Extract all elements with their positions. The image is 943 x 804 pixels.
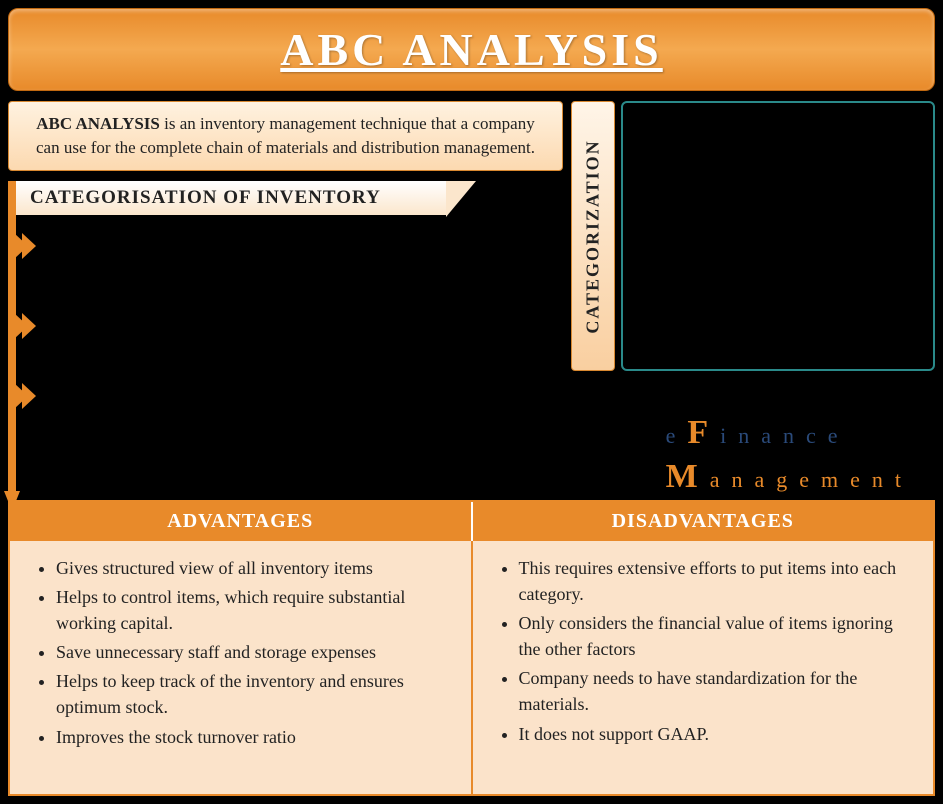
chevron-icon (14, 383, 40, 409)
advantages-header: ADVANTAGES (10, 502, 473, 541)
advantages-disadvantages-table: ADVANTAGES DISADVANTAGES Gives structure… (8, 500, 935, 796)
definition-prefix: ABC ANALYSIS (36, 114, 160, 133)
list-item: Helps to control items, which require su… (56, 584, 443, 636)
infographic-page: ABC ANALYSIS ABC ANALYSIS is an inventor… (0, 0, 943, 804)
table-header-row: ADVANTAGES DISADVANTAGES (10, 502, 933, 541)
categorisation-body (8, 215, 563, 491)
categorization-panel (621, 101, 935, 371)
categorisation-header: CATEGORISATION OF INVENTORY (16, 181, 446, 215)
list-item: Improves the stock turnover ratio (56, 724, 443, 750)
list-item: Gives structured view of all inventory i… (56, 555, 443, 581)
left-column: ABC ANALYSIS is an inventory management … (8, 101, 563, 491)
categorisation-header-row: CATEGORISATION OF INVENTORY (8, 181, 563, 215)
brand-line-2: Management (666, 458, 913, 496)
chevron-icon (14, 233, 40, 259)
list-item: Only considers the financial value of it… (519, 610, 906, 662)
brand-logo: eFinance Management (666, 408, 913, 502)
brand-finance: inance (720, 423, 849, 448)
brand-f: F (687, 414, 720, 451)
brand-line-1: eFinance (666, 414, 913, 452)
advantages-list: Gives structured view of all inventory i… (38, 555, 443, 750)
advantages-cell: Gives structured view of all inventory i… (10, 541, 473, 794)
list-item: It does not support GAAP. (519, 721, 906, 747)
brand-e: e (666, 423, 688, 448)
vertical-label-box: CATEGORIZATION (571, 101, 615, 371)
list-item: Helps to keep track of the inventory and… (56, 668, 443, 720)
list-item: Company needs to have standardization fo… (519, 665, 906, 717)
definition-box: ABC ANALYSIS is an inventory management … (8, 101, 563, 171)
list-item: Save unnecessary staff and storage expen… (56, 639, 443, 665)
vertical-label: CATEGORIZATION (583, 139, 604, 333)
disadvantages-header: DISADVANTAGES (473, 502, 934, 541)
chevron-icon (14, 313, 40, 339)
main-title: ABC ANALYSIS (9, 23, 934, 76)
title-bar: ABC ANALYSIS (8, 8, 935, 91)
disadvantages-cell: This requires extensive efforts to put i… (473, 541, 934, 794)
brand-management: anagement (710, 467, 913, 492)
list-item: This requires extensive efforts to put i… (519, 555, 906, 607)
disadvantages-list: This requires extensive efforts to put i… (501, 555, 906, 747)
brand-m: M (666, 458, 710, 495)
table-body-row: Gives structured view of all inventory i… (10, 541, 933, 794)
